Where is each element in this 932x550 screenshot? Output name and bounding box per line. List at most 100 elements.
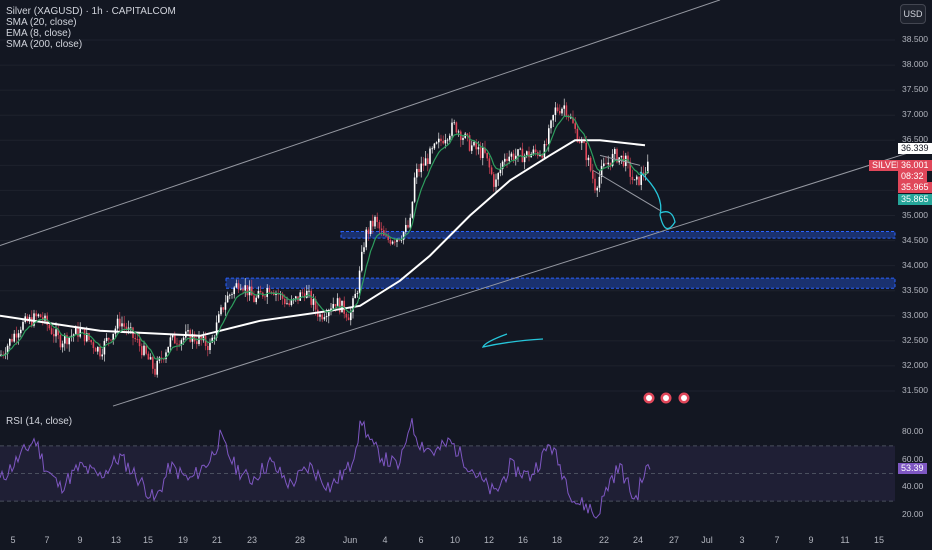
indicator-ema8[interactable]: EMA (8, close) xyxy=(6,28,72,39)
candle-body xyxy=(517,149,519,156)
candle-body xyxy=(521,148,524,163)
candle-body xyxy=(457,131,460,133)
candle-body xyxy=(339,298,341,313)
candle-body xyxy=(244,285,246,291)
candle-body xyxy=(171,334,174,338)
candle-body xyxy=(358,270,361,294)
candle-body xyxy=(409,217,411,228)
candle-body xyxy=(136,339,139,340)
candle-body xyxy=(438,138,440,143)
flag-icon-inner xyxy=(663,395,669,401)
candle-body xyxy=(603,163,605,167)
time-tick-label: 16 xyxy=(517,535,529,545)
candle-body xyxy=(134,337,136,340)
time-tick-label: 12 xyxy=(483,535,495,545)
rsi-tick-label: 60.00 xyxy=(902,453,924,464)
candle-body xyxy=(380,228,383,231)
candle-body xyxy=(92,342,95,349)
candle-body xyxy=(347,317,350,321)
candle-body xyxy=(57,329,59,336)
candle-body xyxy=(363,247,365,252)
candle-body xyxy=(123,323,125,327)
candle-body xyxy=(55,329,57,337)
candle-body xyxy=(376,216,378,223)
channel-upper-line xyxy=(0,0,721,247)
candle-body xyxy=(356,293,359,294)
candle-body xyxy=(156,360,158,375)
candle-body xyxy=(20,329,22,334)
candle-body xyxy=(431,148,433,150)
candle-body xyxy=(145,345,147,354)
time-tick-label: 11 xyxy=(840,535,850,545)
candle-body xyxy=(611,153,614,166)
candle-body xyxy=(116,318,119,329)
candle-body xyxy=(367,229,370,234)
price-tick-label: 33.500 xyxy=(902,284,928,295)
candle-body xyxy=(534,149,537,153)
candle-body xyxy=(620,155,623,158)
time-tick-label: 9 xyxy=(77,535,83,545)
candle-body xyxy=(178,344,180,346)
candle-body xyxy=(345,313,348,318)
candle-body xyxy=(440,138,442,142)
price-tick-label: 31.500 xyxy=(902,385,928,395)
candle-body xyxy=(365,229,367,248)
candle-body xyxy=(9,338,11,346)
candle-body xyxy=(325,316,328,318)
candle-body xyxy=(539,154,541,156)
candle-body xyxy=(4,353,7,355)
candle-body xyxy=(176,343,178,345)
candle-body xyxy=(647,161,649,174)
candle-body xyxy=(64,335,66,344)
candle-body xyxy=(299,292,301,301)
candle-body xyxy=(149,357,152,360)
candle-body xyxy=(642,172,645,175)
candle-body xyxy=(583,140,585,143)
candle-body xyxy=(466,133,469,136)
bid-tag: 35.965 xyxy=(898,182,932,193)
time-tick-label: 13 xyxy=(110,535,122,545)
candle-body xyxy=(563,105,565,109)
candle-body xyxy=(330,308,332,311)
candle-body xyxy=(119,318,121,327)
chart-title[interactable]: Silver (XAGUSD) · 1h · CAPITALCOM xyxy=(6,6,176,17)
candle-body xyxy=(640,172,642,185)
currency-button[interactable]: USD xyxy=(900,4,926,24)
candle-body xyxy=(229,294,231,296)
candle-body xyxy=(574,123,576,129)
candle-body xyxy=(372,220,374,227)
candle-body xyxy=(231,294,233,295)
candle-body xyxy=(526,151,528,156)
candle-body xyxy=(75,327,77,335)
candle-body xyxy=(389,239,392,244)
trend-channel xyxy=(0,0,932,407)
candle-body xyxy=(77,327,79,337)
candle-body xyxy=(167,346,169,353)
price-tick-label: 37.000 xyxy=(902,109,928,120)
candle-body xyxy=(35,313,37,317)
price-tick-label: 38.500 xyxy=(902,34,928,44)
candle-body xyxy=(174,334,176,344)
trend-line-drawing xyxy=(599,154,641,166)
rsi-value-tag: 53.39 xyxy=(898,463,927,474)
candle-body xyxy=(297,296,299,301)
candle-body xyxy=(105,337,108,341)
candle-body xyxy=(66,335,68,345)
indicator-sma20[interactable]: SMA (20, close) xyxy=(6,17,77,28)
candle-body xyxy=(519,148,521,150)
candle-body xyxy=(226,295,229,303)
candle-body xyxy=(88,333,90,340)
time-tick-label: 22 xyxy=(598,535,610,545)
candle-body xyxy=(629,162,631,177)
candle-body xyxy=(314,299,317,310)
flag-icon-inner xyxy=(646,395,652,401)
candle-body xyxy=(585,142,587,161)
indicator-sma200[interactable]: SMA (200, close) xyxy=(6,39,83,50)
rsi-legend[interactable]: RSI (14, close) xyxy=(6,416,73,427)
candle-body xyxy=(303,293,306,298)
candle-body xyxy=(543,143,546,158)
candle-body xyxy=(196,341,198,345)
time-tick-label: 24 xyxy=(632,535,644,545)
time-tick-label: 6 xyxy=(418,535,424,545)
